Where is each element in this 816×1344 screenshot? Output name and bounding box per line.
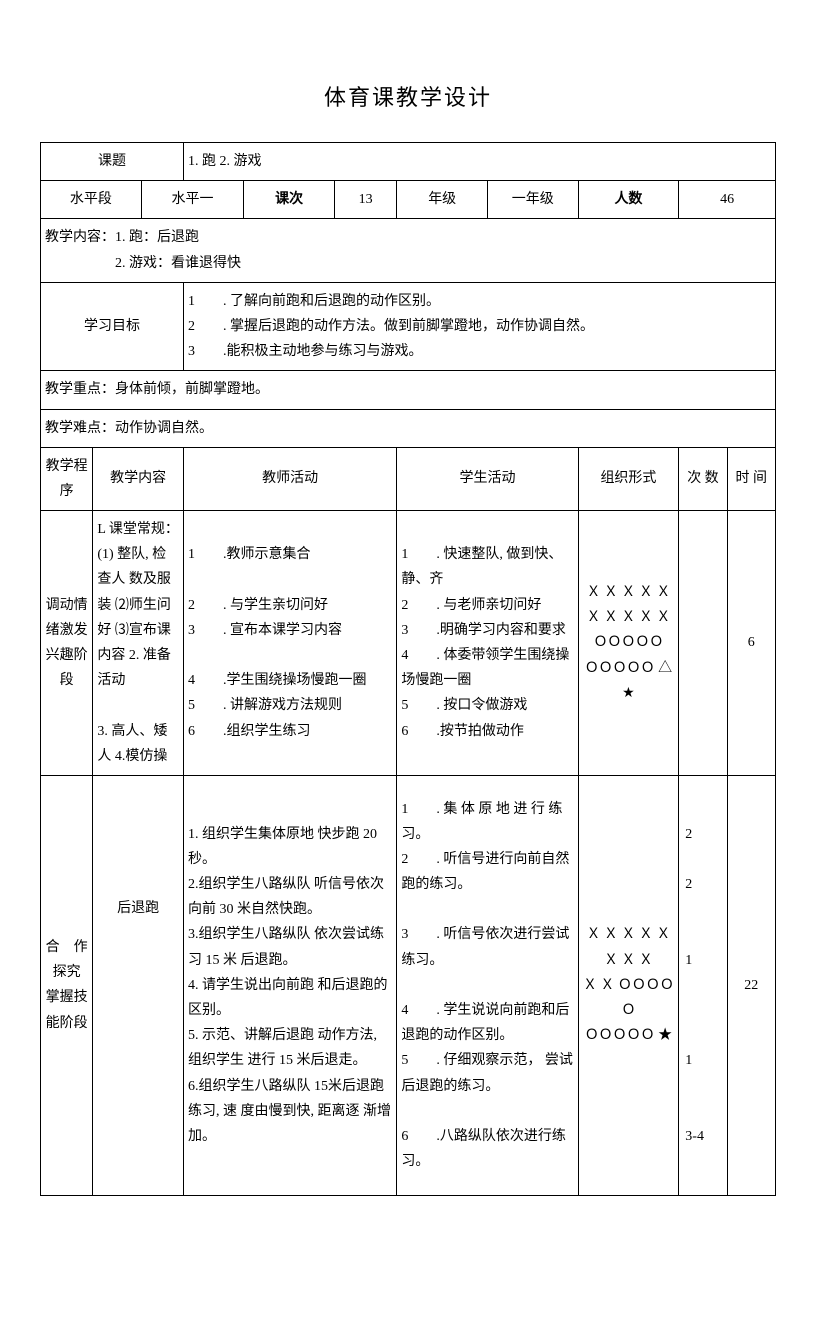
table-row: 水平段 水平一 课次 13 年级 一年级 人数 46 — [41, 181, 776, 219]
stage2-duration: 22 — [727, 775, 775, 1195]
stage2-org: Ｘ Ｘ Ｘ Ｘ Ｘ Ｘ Ｘ Ｘ Ｘ Ｘ ＯＯＯＯＯ ＯＯＯＯＯ ★ — [578, 775, 679, 1195]
stage2-times: 2 2 1 1 3-4 — [679, 775, 727, 1195]
label-grade: 年级 — [397, 181, 488, 219]
header-stage: 教学程序 — [41, 447, 93, 510]
stage2-content: 后退跑 — [93, 775, 184, 1195]
header-content: 教学内容 — [93, 447, 184, 510]
stage2-student: 1 . 集 体 原 地 进 行 练习。 2 . 听信号进行向前自然跑的练习。 3… — [397, 775, 578, 1195]
table-row: 学习目标 1 . 了解向前跑和后退跑的动作区别。 2 . 掌握后退跑的动作方法。… — [41, 282, 776, 371]
stage1-name: 调动情绪激发兴趣阶段 — [41, 511, 93, 776]
table-row: 调动情绪激发兴趣阶段 L 课堂常规： (1) 整队, 检查人 数及服装 ⑵师生问… — [41, 511, 776, 776]
header-org: 组织形式 — [578, 447, 679, 510]
stage1-content: L 课堂常规： (1) 整队, 检查人 数及服装 ⑵师生问好 ⑶宣布课内容 2.… — [93, 511, 184, 776]
page-title: 体育课教学设计 — [40, 80, 776, 112]
level-value: 水平一 — [141, 181, 244, 219]
stage1-times — [679, 511, 727, 776]
table-row: 课题 1. 跑 2. 游戏 — [41, 143, 776, 181]
stage1-org: Ｘ Ｘ Ｘ Ｘ Ｘ Ｘ Ｘ Ｘ Ｘ Ｘ ＯＯＯＯＯ ＯＯＯＯＯ △ ★ — [578, 511, 679, 776]
table-row: 教学程序 教学内容 教师活动 学生活动 组织形式 次 数 时 间 — [41, 447, 776, 510]
header-teacher: 教师活动 — [183, 447, 396, 510]
table-row: 合 作探究 掌握技能阶段 后退跑 1. 组织学生集体原地 快步跑 20 秒。 2… — [41, 775, 776, 1195]
lesson-plan-table: 课题 1. 跑 2. 游戏 水平段 水平一 课次 13 年级 一年级 人数 46… — [40, 142, 776, 1196]
stage1-teacher: 1 .教师示意集合 2 . 与学生亲切问好 3 . 宣布本课学习内容 4 .学生… — [183, 511, 396, 776]
header-times: 次 数 — [679, 447, 727, 510]
header-student: 学生活动 — [397, 447, 578, 510]
topic-value: 1. 跑 2. 游戏 — [183, 143, 775, 181]
label-objectives: 学习目标 — [41, 282, 184, 371]
stage1-duration: 6 — [727, 511, 775, 776]
lesson-value: 13 — [334, 181, 396, 219]
objectives-text: 1 . 了解向前跑和后退跑的动作区别。 2 . 掌握后退跑的动作方法。做到前脚掌… — [183, 282, 775, 371]
difficult-point: 教学难点：动作协调自然。 — [41, 409, 776, 447]
stage1-student: 1 . 快速整队, 做到快、静、齐 2 . 与老师亲切问好 3 .明确学习内容和… — [397, 511, 578, 776]
label-lesson: 课次 — [244, 181, 335, 219]
label-topic: 课题 — [41, 143, 184, 181]
table-row: 教学难点：动作协调自然。 — [41, 409, 776, 447]
count-value: 46 — [679, 181, 776, 219]
header-duration: 时 间 — [727, 447, 775, 510]
table-row: 教学内容：1. 跑：后退跑 2. 游戏：看谁退得快 — [41, 219, 776, 282]
label-count: 人数 — [578, 181, 679, 219]
key-point: 教学重点：身体前倾，前脚掌蹬地。 — [41, 371, 776, 409]
teaching-content: 教学内容：1. 跑：后退跑 2. 游戏：看谁退得快 — [41, 219, 776, 282]
table-row: 教学重点：身体前倾，前脚掌蹬地。 — [41, 371, 776, 409]
grade-value: 一年级 — [488, 181, 579, 219]
label-level: 水平段 — [41, 181, 142, 219]
stage2-teacher: 1. 组织学生集体原地 快步跑 20 秒。 2.组织学生八路纵队 听信号依次向前… — [183, 775, 396, 1195]
stage2-name: 合 作探究 掌握技能阶段 — [41, 775, 93, 1195]
